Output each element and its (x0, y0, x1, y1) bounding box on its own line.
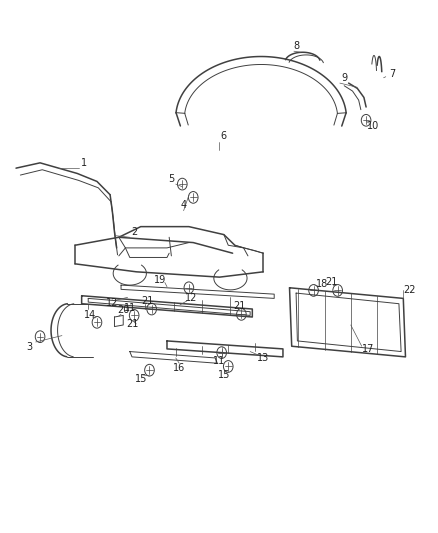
Text: 3: 3 (26, 342, 32, 352)
Text: 12: 12 (184, 293, 197, 303)
Text: 10: 10 (366, 120, 378, 131)
Text: 11: 11 (213, 356, 225, 366)
Text: 1: 1 (81, 158, 87, 168)
Text: 19: 19 (154, 275, 166, 285)
Text: 15: 15 (217, 370, 230, 381)
Text: 14: 14 (84, 310, 96, 320)
Text: 15: 15 (134, 374, 147, 384)
Text: 22: 22 (403, 286, 415, 295)
Text: 8: 8 (292, 41, 298, 51)
Text: 4: 4 (180, 200, 186, 211)
Text: 7: 7 (389, 69, 395, 79)
Text: 20: 20 (117, 305, 129, 315)
Text: 13: 13 (257, 353, 269, 363)
Text: 11: 11 (124, 303, 136, 313)
Text: 6: 6 (220, 131, 226, 141)
Text: 12: 12 (106, 297, 118, 308)
Text: 2: 2 (131, 227, 137, 237)
Text: 16: 16 (173, 362, 185, 373)
Text: 17: 17 (361, 344, 374, 354)
Text: 21: 21 (141, 296, 153, 306)
Text: 9: 9 (340, 73, 346, 83)
Text: 5: 5 (168, 174, 174, 184)
Text: 18: 18 (315, 279, 328, 288)
Text: 21: 21 (324, 278, 336, 287)
Text: 21: 21 (233, 301, 245, 311)
Text: 21: 21 (126, 319, 138, 329)
